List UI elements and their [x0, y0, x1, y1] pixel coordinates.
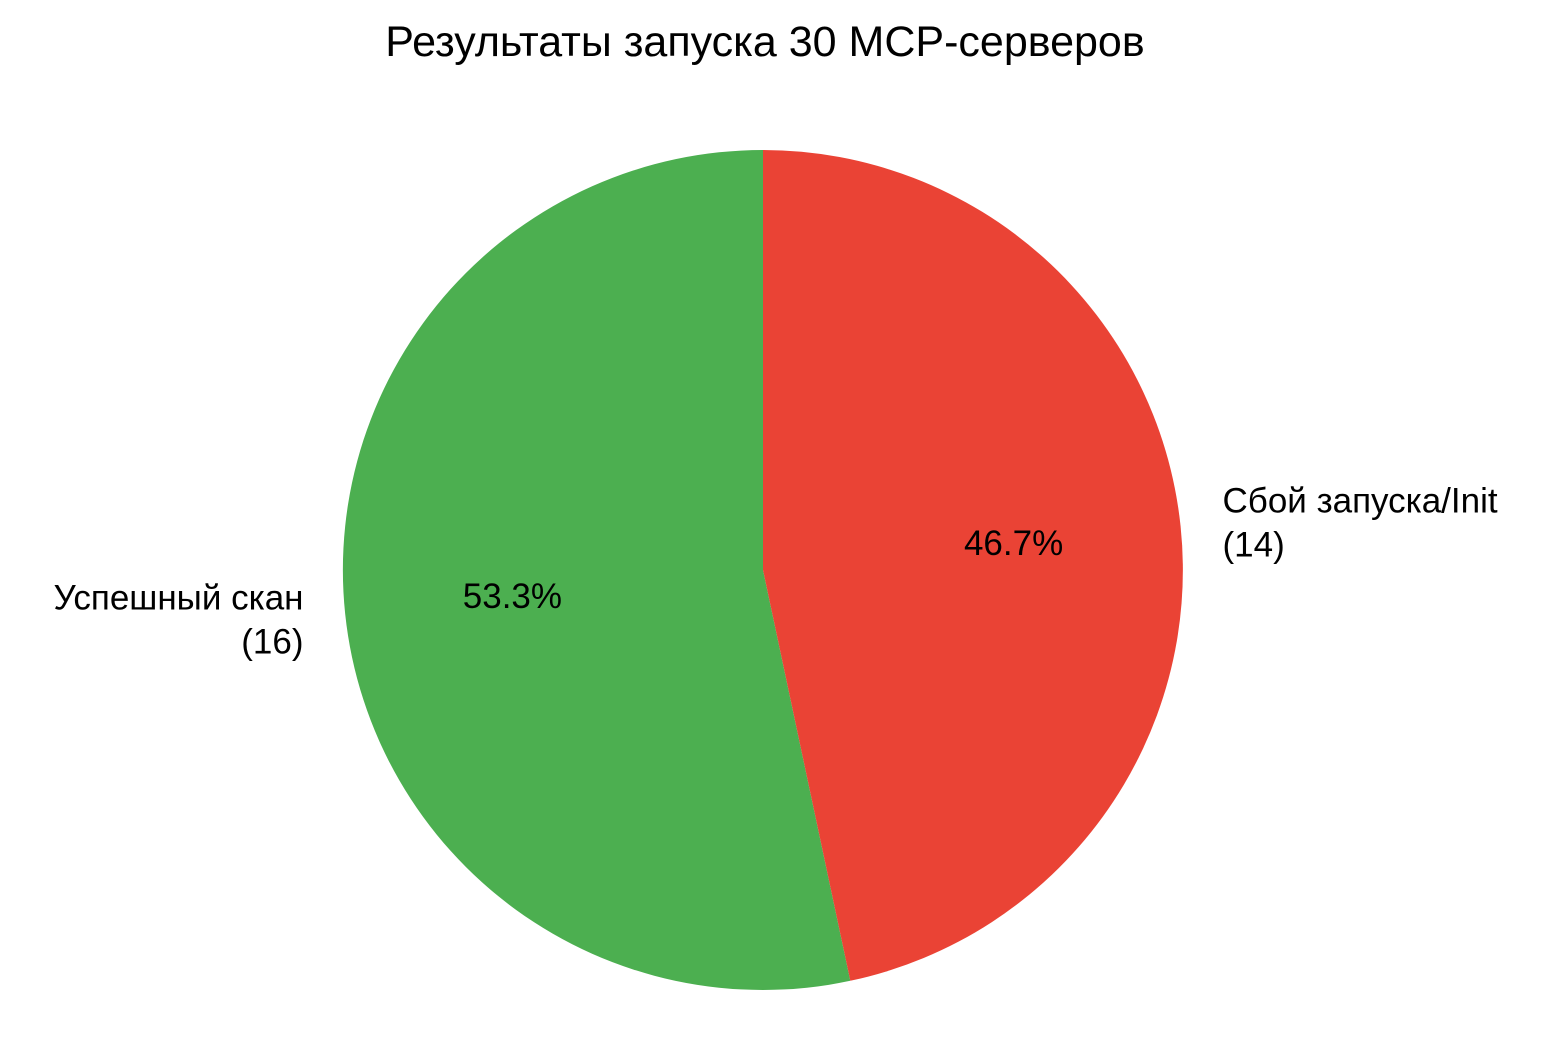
pie-slice-failure	[763, 150, 1183, 981]
slice-label-success: Успешный скан (16)	[53, 578, 303, 661]
pct-label-success: 53.3%	[463, 577, 562, 616]
slice-label-success-text: Успешный скан	[53, 578, 303, 617]
slice-label-failure: Сбой запуска/Init (14)	[1223, 482, 1498, 565]
slice-label-failure-text: Сбой запуска/Init	[1223, 482, 1498, 521]
pie-slice-failure-group: 46.7% Сбой запуска/Init (14)	[763, 150, 1498, 981]
pct-label-failure: 46.7%	[964, 524, 1063, 563]
slice-count-failure: (14)	[1223, 526, 1285, 565]
pie-slice-success-group: 53.3% Успешный скан (16)	[53, 149, 851, 991]
pie-slice-success	[342, 149, 851, 991]
chart-title: Результаты запуска 30 MCP-серверов	[385, 18, 1144, 66]
slice-count-success: (16)	[241, 622, 303, 661]
